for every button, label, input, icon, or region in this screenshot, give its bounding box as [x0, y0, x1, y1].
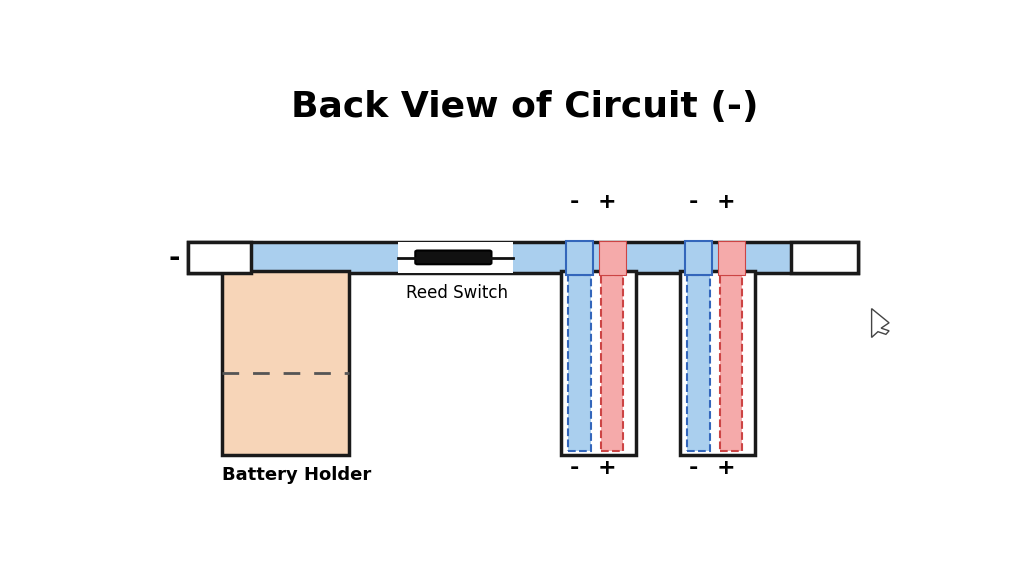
Bar [718, 241, 744, 275]
Polygon shape [871, 309, 889, 338]
Bar [685, 241, 712, 275]
Text: +: + [716, 458, 735, 478]
Text: -: - [569, 458, 579, 478]
Bar [601, 275, 624, 450]
Bar [791, 242, 858, 273]
Text: Back View of Circuit (-): Back View of Circuit (-) [291, 90, 759, 124]
Bar [221, 271, 348, 455]
Text: +: + [597, 192, 615, 212]
FancyBboxPatch shape [416, 251, 492, 264]
Bar [560, 271, 636, 455]
Text: +: + [597, 458, 615, 478]
Bar [720, 275, 742, 450]
Text: -: - [168, 244, 180, 272]
Bar [187, 242, 858, 273]
Bar [687, 275, 710, 450]
Text: +: + [716, 192, 735, 212]
Text: -: - [688, 192, 697, 212]
Bar [397, 242, 513, 273]
Bar [599, 241, 626, 275]
Text: Battery Holder: Battery Holder [221, 466, 371, 484]
Bar [568, 275, 591, 450]
Bar [187, 242, 251, 273]
Text: -: - [569, 192, 579, 212]
Bar [680, 271, 755, 455]
Text: Reed Switch: Reed Switch [406, 284, 508, 302]
Text: -: - [688, 458, 697, 478]
Bar [566, 241, 593, 275]
